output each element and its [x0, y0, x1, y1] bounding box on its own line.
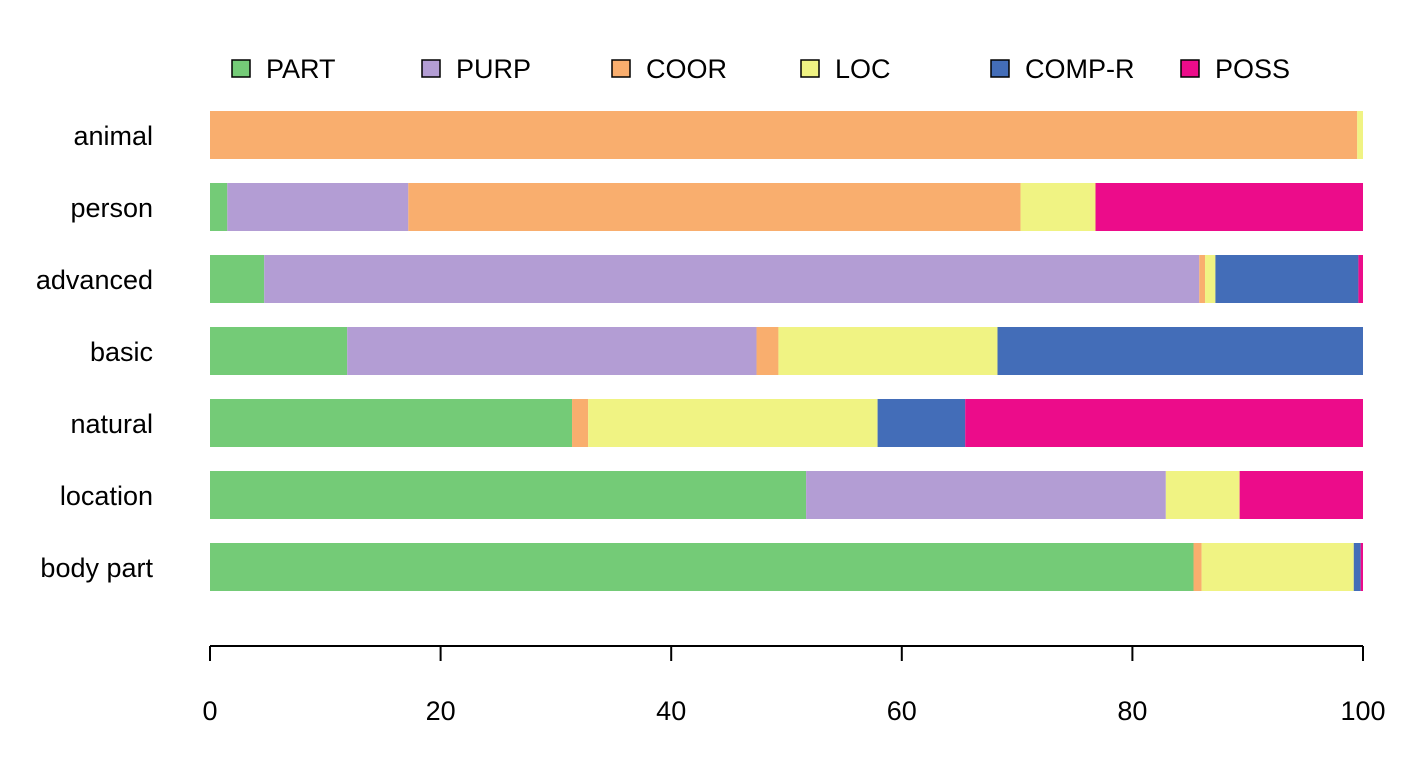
- legend-label-poss: POSS: [1215, 54, 1290, 84]
- bar-body-part-poss: [1360, 543, 1363, 591]
- category-labels: animal person advanced basic natural location…: [36, 121, 154, 583]
- bar-advanced-comp-r: [1215, 255, 1359, 303]
- legend-swatch-comp-r: [990, 59, 1010, 78]
- bar-body-part-loc: [1201, 543, 1354, 591]
- bar-animal-loc: [1357, 111, 1363, 159]
- category-label: body part: [40, 553, 153, 583]
- bar-body-part-part: [210, 543, 1194, 591]
- x-tick-label: 0: [202, 696, 217, 726]
- x-axis: 0 20 40 60 80 100: [202, 645, 1386, 726]
- legend-label-part: PART: [266, 54, 336, 84]
- bar-natural-part: [210, 399, 573, 447]
- bar-location-part: [210, 471, 807, 519]
- bar-location-purp: [806, 471, 1166, 519]
- bar-natural-coor: [572, 399, 589, 447]
- category-label: location: [60, 481, 153, 511]
- category-label: advanced: [36, 265, 153, 295]
- x-tick-label: 80: [1117, 696, 1147, 726]
- bar-body-part-comp-r: [1353, 543, 1361, 591]
- bar-person-poss: [1095, 183, 1363, 231]
- bar-location-loc: [1165, 471, 1240, 519]
- bar-person-coor: [408, 183, 1021, 231]
- legend-swatch-part: [231, 59, 251, 78]
- bar-basic-purp: [347, 327, 757, 375]
- legend-label-loc: LOC: [835, 54, 891, 84]
- legend-swatch-coor: [611, 59, 631, 78]
- x-tick-label: 100: [1340, 696, 1385, 726]
- bar-basic-coor: [756, 327, 779, 375]
- bar-location-poss: [1239, 471, 1363, 519]
- legend-label-purp: PURP: [456, 54, 531, 84]
- legend-label-coor: COOR: [646, 54, 727, 84]
- legend: PART PURP COOR LOC COMP-R POSS: [231, 54, 1290, 84]
- bar-natural-comp-r: [877, 399, 966, 447]
- legend-swatch-poss: [1180, 59, 1200, 78]
- bar-advanced-poss: [1358, 255, 1363, 303]
- bar-advanced-coor: [1199, 255, 1206, 303]
- x-tick-label: 20: [426, 696, 456, 726]
- bar-body-part-coor: [1193, 543, 1202, 591]
- bar-person-part: [210, 183, 228, 231]
- bar-person-purp: [227, 183, 409, 231]
- bar-basic-part: [210, 327, 348, 375]
- bar-advanced-purp: [264, 255, 1200, 303]
- bar-animal-coor: [210, 111, 1358, 159]
- bar-advanced-part: [210, 255, 265, 303]
- legend-label-comp-r: COMP-R: [1025, 54, 1135, 84]
- category-label: basic: [90, 337, 153, 367]
- x-tick-label: 60: [887, 696, 917, 726]
- legend-swatch-loc: [800, 59, 820, 78]
- legend-swatch-purp: [421, 59, 441, 78]
- bar-natural-loc: [588, 399, 878, 447]
- category-label: person: [70, 193, 153, 223]
- bar-basic-loc: [778, 327, 998, 375]
- bar-basic-comp-r: [997, 327, 1363, 375]
- category-label: natural: [70, 409, 153, 439]
- x-tick-label: 40: [656, 696, 686, 726]
- bar-person-loc: [1020, 183, 1096, 231]
- bar-natural-poss: [965, 399, 1363, 447]
- category-label: animal: [73, 121, 153, 151]
- bar-advanced-loc: [1205, 255, 1216, 303]
- bars: [210, 111, 1363, 591]
